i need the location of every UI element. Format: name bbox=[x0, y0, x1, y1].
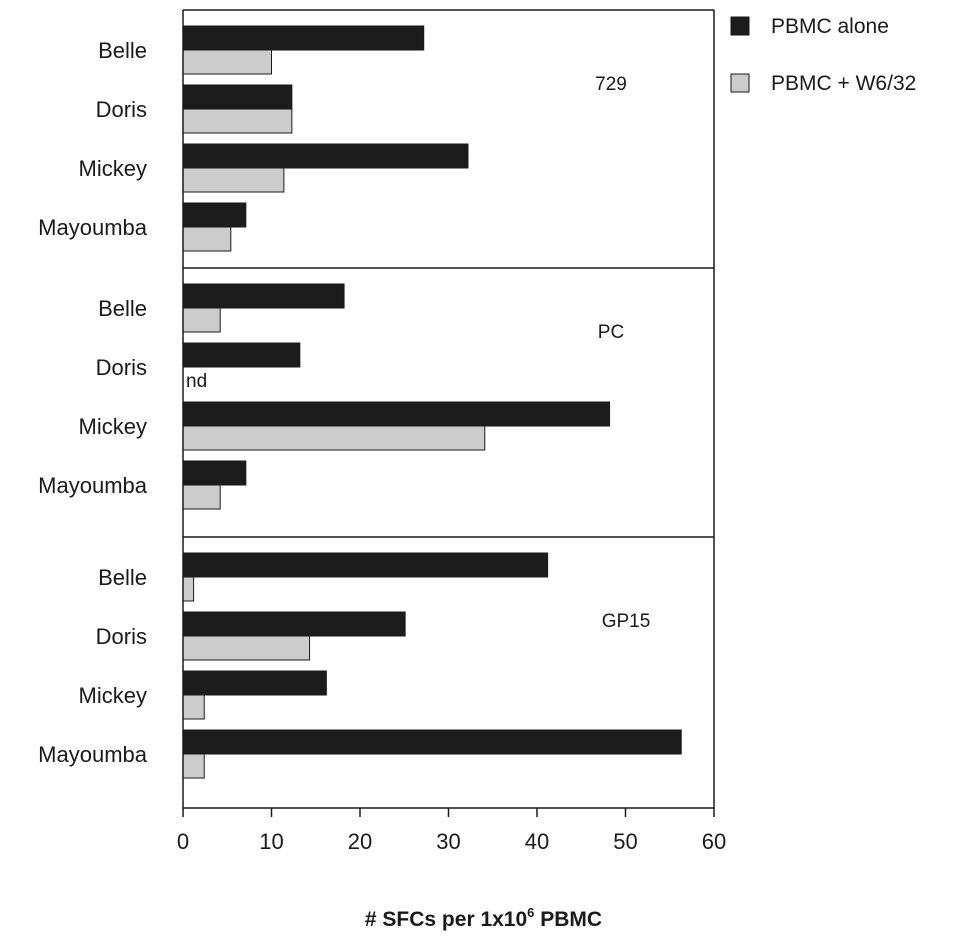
category-label: Belle bbox=[98, 296, 147, 321]
legend-swatch bbox=[730, 73, 750, 93]
legend: PBMC alone PBMC + W6/32 bbox=[730, 15, 916, 95]
category-label: Mayoumba bbox=[38, 215, 148, 240]
bar-mayoumba-pbmc-w6-32 bbox=[182, 753, 205, 779]
bar-mayoumba-pbmc-alone bbox=[182, 202, 247, 228]
bar-mayoumba-pbmc-alone bbox=[182, 729, 682, 755]
x-tick-label: 30 bbox=[436, 829, 460, 854]
bar-mickey-pbmc-alone bbox=[182, 670, 327, 696]
x-tick-label: 40 bbox=[525, 829, 549, 854]
x-axis-title: # SFCs per 1x106 PBMC bbox=[0, 905, 967, 932]
category-label: Belle bbox=[98, 38, 147, 63]
bar-belle-pbmc-w6-32 bbox=[182, 49, 272, 75]
bar-mayoumba-pbmc-alone bbox=[182, 460, 247, 486]
not-determined-annotation: nd bbox=[186, 371, 207, 392]
x-tick-label: 0 bbox=[177, 829, 189, 854]
bar-belle-pbmc-alone bbox=[182, 283, 345, 309]
bar-doris-pbmc-alone bbox=[182, 84, 293, 110]
category-label: Belle bbox=[98, 565, 147, 590]
panel-label: PC bbox=[598, 322, 624, 343]
panel-label: 729 bbox=[595, 74, 627, 95]
panels-layer: Belle Doris Mickey Mayoumba 729 Belle Doris Mic… bbox=[38, 9, 715, 808]
category-label: Mickey bbox=[79, 414, 147, 439]
bar-mickey-pbmc-alone bbox=[182, 401, 611, 427]
panel-1: Belle Doris Mickey Mayoumba 729 bbox=[38, 9, 715, 269]
legend-label: PBMC alone bbox=[771, 15, 889, 38]
bar-doris-pbmc-w6-32 bbox=[182, 635, 311, 661]
bar-mickey-pbmc-alone bbox=[182, 143, 469, 169]
category-label: Mayoumba bbox=[38, 742, 148, 767]
category-label: Mickey bbox=[79, 683, 147, 708]
bar-mayoumba-pbmc-w6-32 bbox=[182, 484, 221, 510]
x-axis-title-superscript: 6 bbox=[527, 905, 535, 920]
category-label: Doris bbox=[96, 355, 147, 380]
bar-doris-pbmc-w6-32 bbox=[182, 108, 293, 134]
legend-label: PBMC + W6/32 bbox=[771, 72, 916, 95]
panel-2: Belle Doris Mickey Mayoumba PC nd bbox=[38, 268, 715, 538]
x-tick-label: 20 bbox=[348, 829, 372, 854]
x-axis-title-suffix: PBMC bbox=[534, 908, 603, 931]
bar-mayoumba-pbmc-w6-32 bbox=[182, 226, 232, 252]
legend-swatch bbox=[730, 16, 750, 36]
category-label: Doris bbox=[96, 624, 147, 649]
panel-3: Belle Doris Mickey Mayoumba GP15 bbox=[38, 537, 715, 808]
category-label: Doris bbox=[96, 97, 147, 122]
category-label: Mickey bbox=[79, 156, 147, 181]
x-tick-label: 50 bbox=[613, 829, 637, 854]
bar-mickey-pbmc-w6-32 bbox=[182, 167, 285, 193]
bar-belle-pbmc-alone bbox=[182, 25, 425, 51]
bar-doris-pbmc-alone bbox=[182, 611, 406, 637]
panel-label: GP15 bbox=[602, 611, 651, 632]
bar-mickey-pbmc-w6-32 bbox=[182, 425, 486, 451]
x-tick-label: 60 bbox=[702, 829, 726, 854]
bar-belle-pbmc-alone bbox=[182, 552, 549, 578]
x-axis-title-prefix: # SFCs per 1x10 bbox=[364, 908, 528, 931]
bar-belle-pbmc-w6-32 bbox=[182, 307, 221, 333]
bar-doris-pbmc-alone bbox=[182, 342, 301, 368]
category-label: Mayoumba bbox=[38, 473, 148, 498]
x-axis: 0 10 20 30 40 50 60 bbox=[177, 10, 726, 854]
x-tick-label: 10 bbox=[259, 829, 283, 854]
bar-belle-pbmc-w6-32 bbox=[182, 576, 195, 602]
bar-mickey-pbmc-w6-32 bbox=[182, 694, 205, 720]
